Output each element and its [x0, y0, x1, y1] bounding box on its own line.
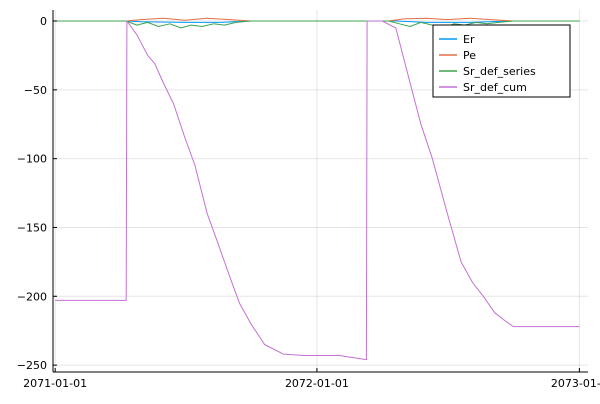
legend-box	[432, 24, 571, 98]
legend: Er Pe Sr_def_series Sr_def_cum	[432, 24, 571, 98]
legend-label: Sr_def_series	[463, 65, 536, 78]
series-layer	[55, 17, 580, 361]
y-axis-ticks: 0 −50 −100 −150 −200 −250	[17, 15, 57, 372]
y-grid	[53, 20, 588, 366]
y-tick-label: −150	[17, 221, 47, 234]
y-tick-label: 0	[40, 15, 47, 28]
x-tick-label: 2071-01-01	[23, 377, 87, 390]
legend-label: Er	[463, 33, 475, 46]
y-tick-label: −50	[24, 84, 47, 97]
legend-label: Sr_def_cum	[463, 81, 527, 94]
y-tick-label: −250	[17, 359, 47, 372]
series-line-sr-def-series	[55, 20, 580, 29]
series-line-sr-def-cum	[55, 20, 580, 361]
x-tick-label: 2073-01-0	[551, 377, 600, 390]
x-grid	[54, 10, 580, 372]
y-tick-label: −200	[17, 290, 47, 303]
y-tick-label: −100	[17, 153, 47, 166]
x-tick-label: 2072-01-01	[285, 377, 349, 390]
legend-label: Pe	[463, 49, 476, 62]
x-axis-ticks: 2071-01-01 2072-01-01 2073-01-0	[23, 368, 600, 390]
